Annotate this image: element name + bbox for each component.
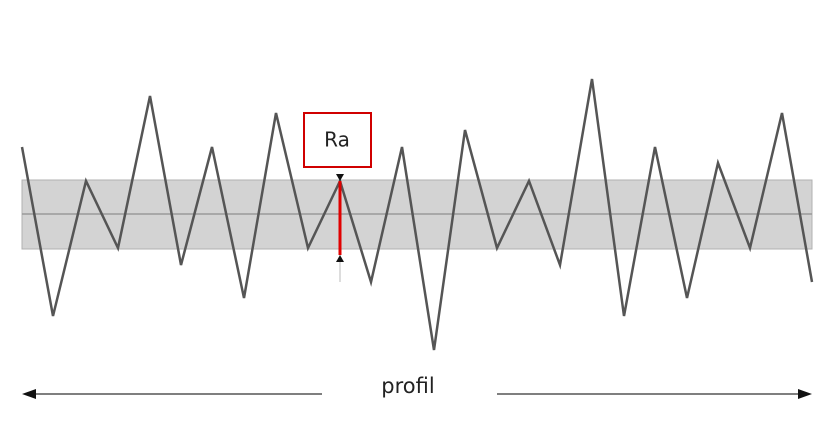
arrow-head <box>22 389 36 399</box>
profile-line <box>20 78 814 351</box>
profile-label: profil <box>381 374 434 398</box>
arrow-head <box>798 389 812 399</box>
ra-label: Ra <box>324 128 350 152</box>
arrow-head <box>336 255 344 262</box>
ra-box <box>303 112 372 168</box>
arrow-head <box>336 174 344 181</box>
